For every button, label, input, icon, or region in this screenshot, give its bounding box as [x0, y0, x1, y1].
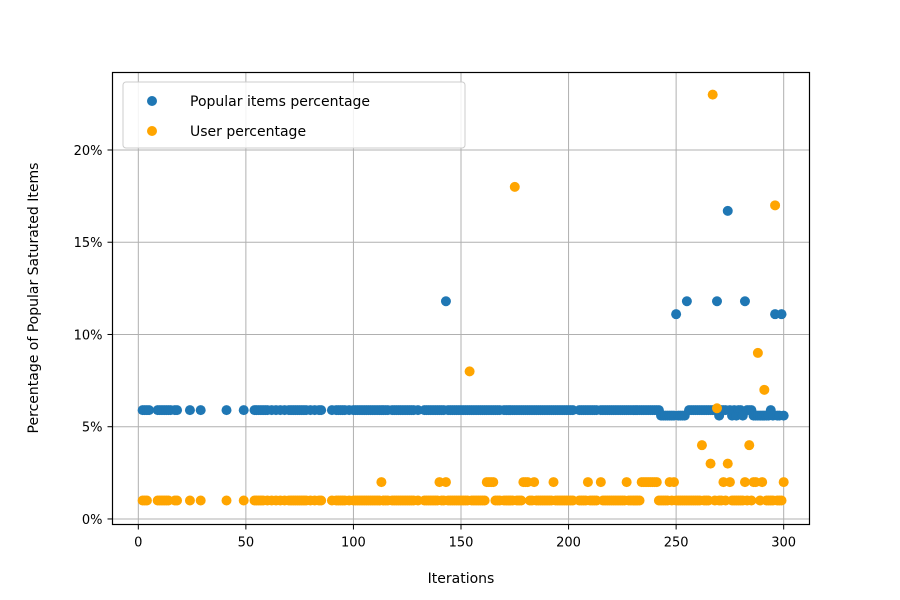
series-user-percentage	[137, 89, 789, 506]
data-point	[479, 495, 490, 506]
data-point	[144, 405, 155, 416]
data-point	[724, 477, 735, 488]
data-point	[744, 440, 755, 451]
data-point	[376, 477, 387, 488]
data-point	[595, 477, 606, 488]
legend-label-user-percentage: User percentage	[190, 124, 306, 140]
data-point	[316, 405, 327, 416]
data-point	[759, 384, 770, 395]
x-tick-label: 0	[134, 536, 142, 551]
legend: Popular items percentage User percentage	[122, 81, 466, 149]
data-point	[464, 366, 475, 377]
series-popular-items	[137, 205, 789, 421]
data-point	[752, 347, 763, 358]
data-point	[184, 495, 195, 506]
data-point	[707, 89, 718, 100]
data-point	[529, 477, 540, 488]
legend-label-popular-items: Popular items percentage	[190, 94, 370, 110]
data-point	[722, 458, 733, 469]
x-tick-label: 150	[449, 536, 474, 551]
y-tick-label: 0%	[82, 513, 103, 528]
data-point	[582, 477, 593, 488]
data-point	[316, 495, 327, 506]
data-point	[488, 477, 499, 488]
data-points	[137, 89, 789, 506]
y-tick-label: 15%	[74, 236, 103, 251]
data-point	[548, 477, 559, 488]
data-point	[778, 477, 789, 488]
data-point	[722, 205, 733, 216]
data-point	[440, 296, 451, 307]
x-tick-label: 100	[341, 536, 366, 551]
y-axis-label: Percentage of Popular Saturated Items	[26, 163, 42, 434]
legend-marker-popular-items	[147, 96, 157, 106]
data-point	[651, 477, 662, 488]
data-point	[757, 477, 768, 488]
x-tick-label: 250	[664, 536, 689, 551]
data-point	[739, 477, 750, 488]
data-point	[776, 309, 787, 320]
x-axis-label: Iterations	[428, 571, 495, 587]
data-point	[621, 477, 632, 488]
data-point	[195, 405, 206, 416]
legend-marker-user-percentage	[147, 126, 157, 136]
data-point	[711, 296, 722, 307]
data-point	[776, 495, 787, 506]
x-tick-label: 50	[238, 536, 255, 551]
data-point	[195, 495, 206, 506]
data-point	[634, 495, 645, 506]
data-point	[739, 296, 750, 307]
data-point	[668, 477, 679, 488]
data-point	[440, 477, 451, 488]
y-tick-label: 20%	[74, 144, 103, 159]
data-point	[184, 405, 195, 416]
data-point	[770, 200, 781, 211]
legend-frame	[122, 81, 466, 149]
data-point	[516, 495, 527, 506]
data-point	[778, 410, 789, 421]
data-point	[711, 403, 722, 414]
y-tick-label: 10%	[74, 328, 103, 343]
data-point	[238, 495, 249, 506]
data-point	[238, 405, 249, 416]
data-point	[746, 495, 757, 506]
y-tick-label: 5%	[82, 421, 103, 436]
data-point	[221, 405, 232, 416]
data-point	[705, 458, 716, 469]
data-point	[141, 495, 152, 506]
x-tick-label: 300	[771, 536, 796, 551]
data-point	[221, 495, 232, 506]
data-point	[696, 440, 707, 451]
data-point	[172, 405, 183, 416]
data-point	[172, 495, 183, 506]
data-point	[681, 296, 692, 307]
data-point	[671, 309, 682, 320]
axis-ticks: 0 50 100 150 200 250 300 0% 5% 10% 15% 20%	[74, 144, 797, 551]
data-point	[509, 181, 520, 192]
x-tick-label: 200	[556, 536, 581, 551]
